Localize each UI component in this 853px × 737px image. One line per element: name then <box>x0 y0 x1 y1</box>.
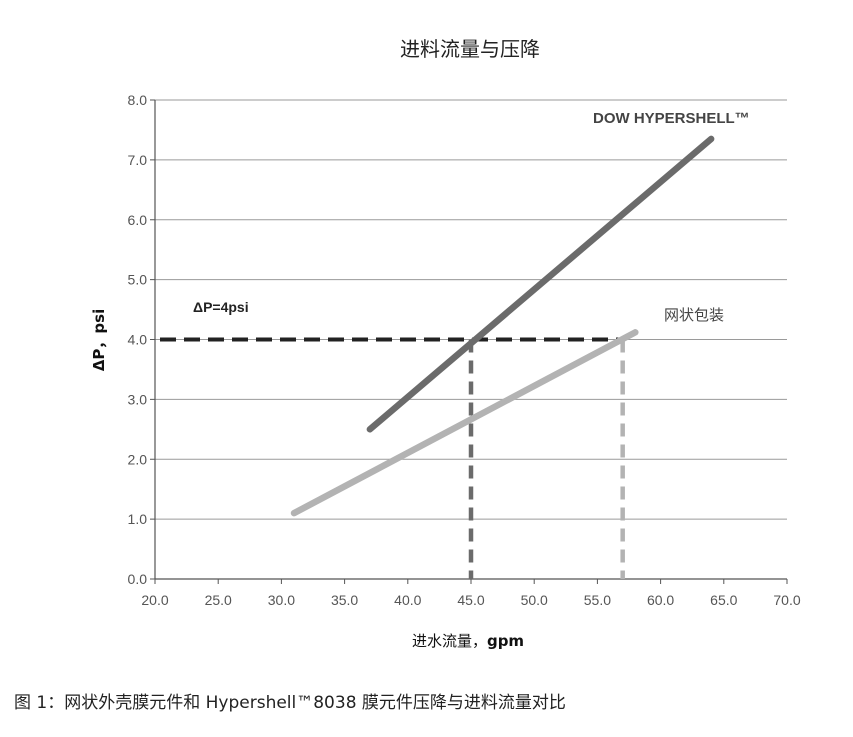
x-tick-label-4: 40.0 <box>394 592 421 608</box>
chart: 进料流量与压降 0.0 1.0 2.0 3.0 4.0 5.0 6.0 7.0 8.0 20.0… <box>90 37 801 650</box>
x-tick-label-7: 55.0 <box>584 592 611 608</box>
x-axis-label-unit: gpm <box>487 632 524 650</box>
y-tick-label-0: 0.0 <box>128 571 148 587</box>
series-line-0 <box>366 135 715 433</box>
figure-caption: 图 1：网状外壳膜元件和 Hypershell™8038 膜元件压降与进料流量对… <box>14 693 566 713</box>
y-tick-label-1: 1.0 <box>128 511 148 527</box>
x-tick-label-0: 20.0 <box>141 592 168 608</box>
x-tick-label-3: 35.0 <box>331 592 358 608</box>
series-label-hypershell: DOW HYPERSHELL™ <box>593 110 750 127</box>
y-tick-label-8: 8.0 <box>128 92 148 108</box>
y-axis-label: ΔP，psi <box>90 309 108 371</box>
x-tick-label-5: 45.0 <box>457 592 484 608</box>
chart-title: 进料流量与压降 <box>400 37 540 61</box>
series-line-1 <box>290 329 639 517</box>
y-tick-label-5: 5.0 <box>128 272 148 288</box>
series-label-mesh: 网状包装 <box>664 306 724 324</box>
y-tick-label-4: 4.0 <box>128 332 148 348</box>
y-tick-labels: 0.0 1.0 2.0 3.0 4.0 5.0 6.0 7.0 8.0 <box>128 92 148 587</box>
y-tick-label-3: 3.0 <box>128 391 148 407</box>
y-tick-label-6: 6.0 <box>128 212 148 228</box>
y-tick-label-2: 2.0 <box>128 451 148 467</box>
drop-lines <box>468 339 625 579</box>
x-tick-label-10: 70.0 <box>773 592 800 608</box>
y-tick-label-7: 7.0 <box>128 152 148 168</box>
reference-label: ΔP=4psi <box>193 299 249 315</box>
x-tick-label-2: 30.0 <box>268 592 295 608</box>
x-tick-label-6: 50.0 <box>521 592 548 608</box>
x-axis-label: 进水流量，gpm <box>412 632 524 650</box>
x-tick-label-9: 65.0 <box>710 592 737 608</box>
x-axis-label-text: 进水流量， <box>412 632 487 650</box>
x-tick-label-1: 25.0 <box>205 592 232 608</box>
series-lines <box>290 135 715 517</box>
x-tick-labels: 20.0 25.0 30.0 35.0 40.0 45.0 50.0 55.0 60.0 65.0… <box>141 592 800 608</box>
x-tick-label-8: 60.0 <box>647 592 674 608</box>
